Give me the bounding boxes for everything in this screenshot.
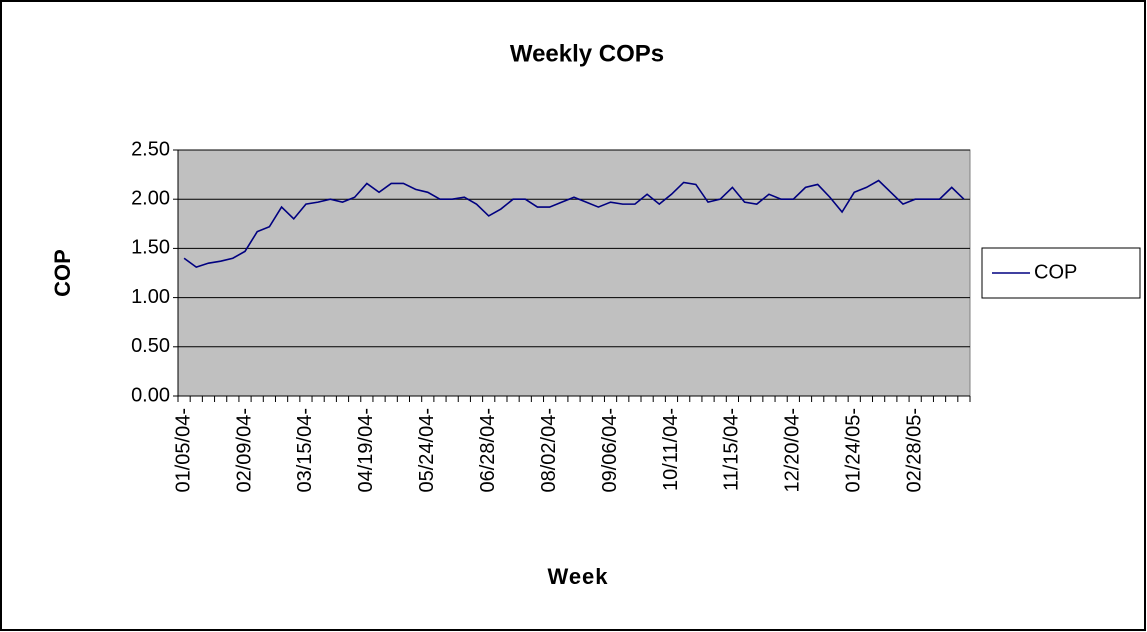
y-tick-label: 1.50 [131,237,170,259]
x-tick-label: 12/20/04- [782,408,804,493]
y-axis-title: COP [50,249,75,297]
x-tick-label: 01/05/04- [172,408,194,493]
x-tick-label: 05/24/04- [416,408,438,493]
x-tick-label: 11/15/04- [721,408,743,491]
legend-label: COP [1034,261,1077,283]
x-tick-label: 02/28/05- [903,408,925,493]
x-tick-label: 06/28/04- [477,408,499,493]
chart-title: Weekly COPs [510,40,664,67]
x-tick-label: 08/02/04- [538,408,560,493]
y-tick-label: 1.00 [131,286,170,308]
x-tick-label: 02/09/04- [233,408,255,493]
y-tick-label: 0.00 [131,384,170,406]
x-axis-title: Week [547,564,608,589]
y-tick-label: 2.00 [131,187,170,209]
x-tick-label: 10/11/04- [660,408,682,491]
x-tick-label: 04/19/04- [355,408,377,493]
x-tick-label: 01/24/05- [843,408,865,493]
plot-area [177,149,971,397]
x-tick-label: 03/15/04- [294,408,316,493]
x-tick-label: 09/06/04- [599,408,621,493]
data-line [183,179,965,268]
y-tick-label: 0.50 [131,335,170,357]
y-tick-label: 2.50 [131,138,170,160]
